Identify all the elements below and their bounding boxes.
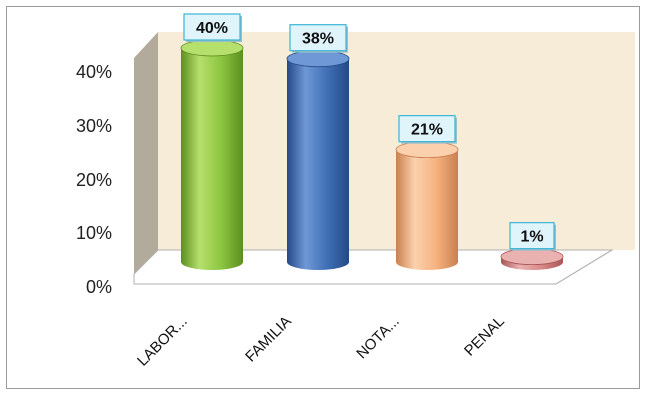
y-tick-label: 20% xyxy=(76,170,112,190)
data-label: 21% xyxy=(398,115,457,144)
data-label: 38% xyxy=(289,24,348,53)
chart-walls xyxy=(133,32,635,285)
data-labels: 40% 38% 21% 1% xyxy=(183,13,556,251)
floor-edge-right xyxy=(555,249,613,285)
y-tick-label: 0% xyxy=(86,277,112,297)
bar-top xyxy=(395,141,459,159)
data-label-box xyxy=(398,115,456,143)
data-label-text: 40% xyxy=(196,20,228,37)
data-label-box xyxy=(289,24,347,52)
y-tick-label: 30% xyxy=(76,116,112,136)
data-label: 1% xyxy=(509,222,556,251)
bar-top xyxy=(500,248,564,266)
x-tick-label: LABOR... xyxy=(134,313,191,370)
data-label-text: 38% xyxy=(302,31,334,48)
bar xyxy=(180,39,244,270)
bar-body xyxy=(396,149,458,270)
x-tick-label: FAMILIA xyxy=(242,313,295,366)
y-tick-label: 10% xyxy=(76,223,112,243)
data-label-text: 21% xyxy=(411,122,443,139)
x-tick-label: PENAL xyxy=(461,313,508,360)
back-wall xyxy=(158,32,635,250)
bar xyxy=(286,50,350,271)
bars xyxy=(180,39,564,271)
bar-body xyxy=(287,58,349,271)
bar-body xyxy=(181,48,243,270)
side-wall xyxy=(134,32,158,274)
x-tick-label: NOTA... xyxy=(353,313,403,363)
bar xyxy=(395,141,459,270)
x-axis: LABOR... FAMILIA NOTA... PENAL xyxy=(134,313,508,370)
data-label-box xyxy=(183,13,241,41)
bar xyxy=(500,248,564,270)
bar-top xyxy=(286,50,350,68)
y-axis: 0% 10% 20% 30% 40% xyxy=(76,62,112,297)
bar-top xyxy=(180,39,244,57)
data-label: 40% xyxy=(183,13,242,42)
data-label-box xyxy=(509,222,555,250)
data-label-text: 1% xyxy=(520,229,543,246)
y-tick-label: 40% xyxy=(76,62,112,82)
